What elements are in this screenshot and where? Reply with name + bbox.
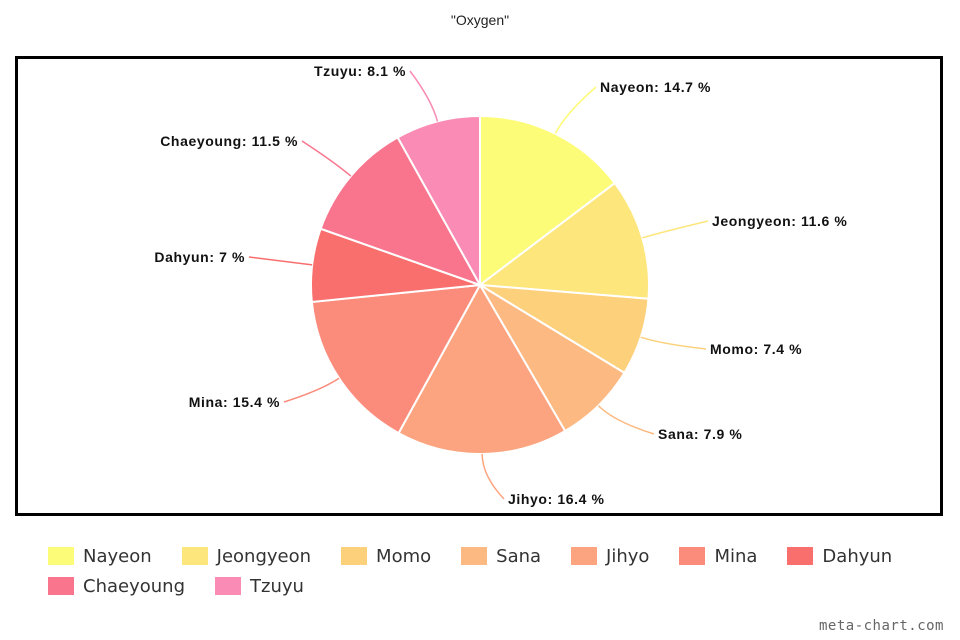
- legend-label: Chaeyoung: [83, 575, 185, 597]
- plot-frame: [15, 56, 943, 516]
- slice-label-momo: Momo: 7.4 %: [710, 341, 802, 357]
- pie-slice-chaeyoung: [319, 136, 483, 287]
- slice-label-jihyo: Jihyo: 16.4 %: [508, 491, 605, 507]
- legend-item-chaeyoung[interactable]: Chaeyoung: [48, 575, 185, 597]
- connector-dahyun: [248, 256, 313, 266]
- connector-sana: [597, 405, 655, 435]
- legend-swatch: [679, 547, 706, 565]
- pie-slice-nayeon: [479, 114, 617, 288]
- connector-jeongyeon: [642, 220, 709, 239]
- legend-swatch: [48, 577, 74, 595]
- pie-slice-jihyo: [397, 282, 567, 455]
- legend-item-jeongyeon[interactable]: Jeongyeon: [181, 545, 312, 567]
- legend-label: Tzuyu: [250, 575, 304, 597]
- slice-label-chaeyoung: Chaeyoung: 11.5 %: [160, 133, 298, 149]
- connector-momo: [640, 336, 707, 350]
- connector-nayeon: [554, 86, 597, 135]
- chart-title: "Oxygen": [450, 12, 510, 28]
- legend-swatch: [571, 547, 598, 565]
- slice-label-dahyun: Dahyun: 7 %: [154, 249, 245, 265]
- legend-item-jihyo[interactable]: Jihyo: [571, 545, 650, 567]
- legend-label: Mina: [714, 545, 758, 567]
- slice-label-mina: Mina: 15.4 %: [189, 394, 280, 410]
- connector-chaeyoung: [301, 140, 352, 177]
- legend-label: Momo: [376, 545, 432, 567]
- slice-label-tzuyu: Tzuyu: 8.1 %: [314, 63, 406, 79]
- legend-label: Sana: [496, 545, 542, 567]
- legend-label: Jihyo: [606, 545, 650, 567]
- legend-item-dahyun[interactable]: Dahyun: [787, 545, 893, 567]
- connector-jihyo: [481, 453, 505, 500]
- legend-swatch: [48, 547, 74, 565]
- slice-label-nayeon: Nayeon: 14.7 %: [600, 79, 711, 95]
- legend: Nayeon Jeongyeon Momo Sana Jihyo Mina Dahyun Ch…: [48, 545, 938, 597]
- legend-swatch: [215, 577, 241, 595]
- slice-label-jeongyeon: Jeongyeon: 11.6 %: [712, 213, 847, 229]
- legend-swatch: [461, 547, 488, 565]
- legend-item-tzuyu[interactable]: Tzuyu: [215, 575, 304, 597]
- legend-swatch: [181, 547, 208, 565]
- legend-label: Dahyun: [822, 545, 893, 567]
- legend-item-momo[interactable]: Momo: [341, 545, 432, 567]
- legend-item-sana[interactable]: Sana: [461, 545, 542, 567]
- legend-item-nayeon[interactable]: Nayeon: [48, 545, 152, 567]
- legend-swatch: [341, 547, 368, 565]
- slice-label-sana: Sana: 7.9 %: [658, 426, 742, 442]
- connector-mina: [283, 377, 340, 403]
- legend-label: Nayeon: [83, 545, 152, 567]
- pie-slice-tzuyu: [396, 114, 481, 289]
- legend-label: Jeongyeon: [216, 545, 312, 567]
- connector-tzuyu: [409, 70, 439, 122]
- watermark: meta-chart.com: [818, 618, 944, 634]
- legend-swatch: [787, 547, 814, 565]
- legend-item-mina[interactable]: Mina: [679, 545, 758, 567]
